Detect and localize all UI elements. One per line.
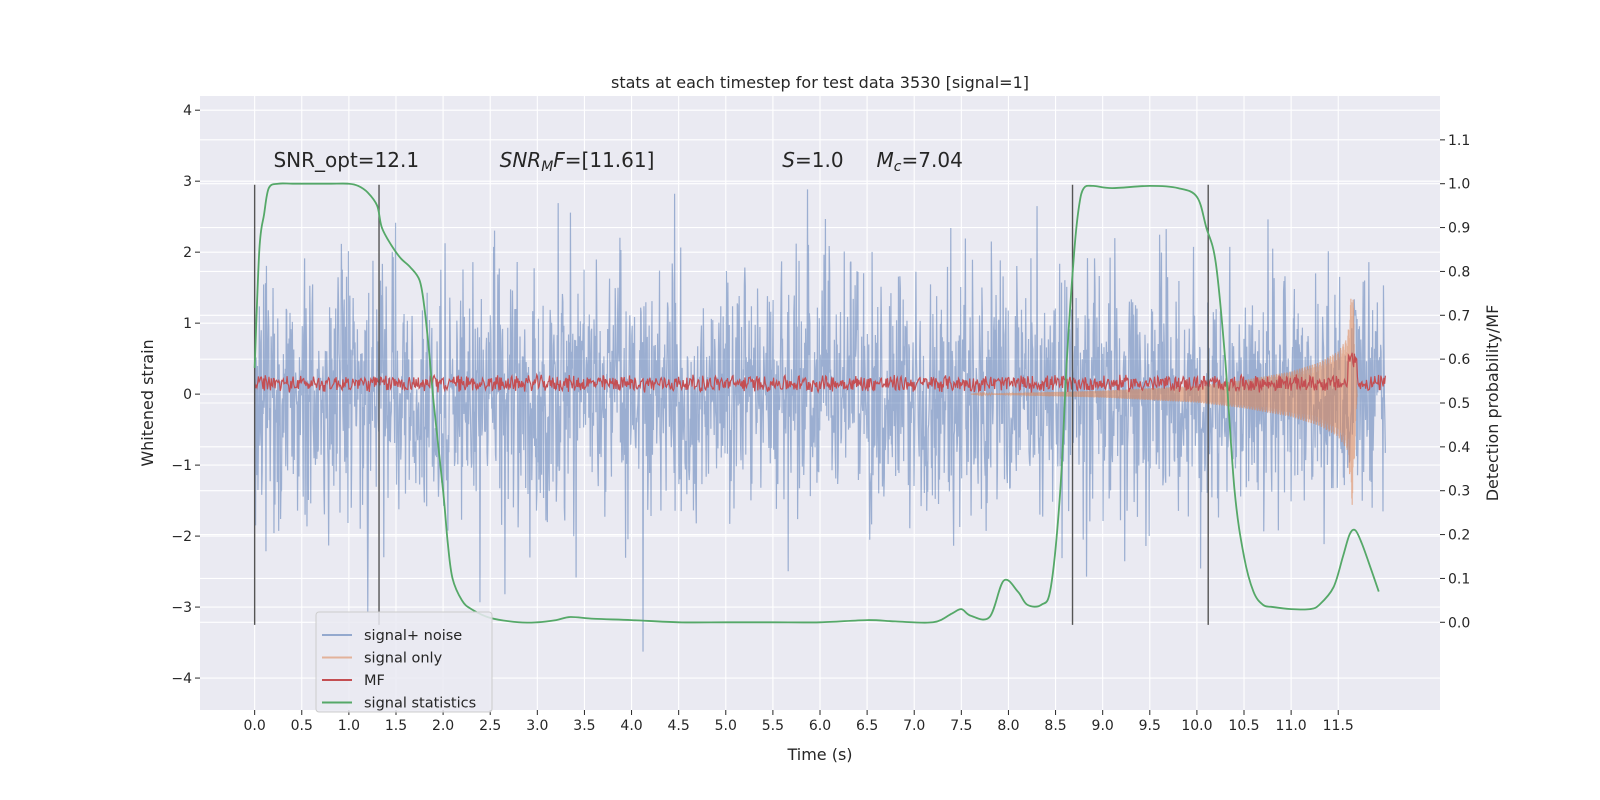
series-signal-only-line (970, 298, 1358, 505)
y2-tick-label: 0.8 (1448, 264, 1470, 280)
x-tick-label: 1.5 (385, 718, 407, 734)
y2-tick-label: 0.5 (1448, 396, 1470, 412)
x-tick-label: 8.5 (1044, 718, 1066, 734)
annotation-part: c (894, 159, 902, 175)
x-tick-label: 9.5 (1139, 718, 1161, 734)
x-tick-label: 0.5 (291, 718, 313, 734)
legend: signal+ noise signal only MF signal statist… (315, 611, 493, 713)
legend-entry: signal+ noise (364, 628, 462, 644)
y-tick-label: −4 (171, 671, 192, 687)
x-tick-label: 9.0 (1092, 718, 1114, 734)
y-tick-label: −2 (171, 529, 192, 545)
annotation-part: =[11.61] (565, 148, 655, 172)
x-tick-label: 4.5 (668, 718, 690, 734)
y-tick-label: 2 (183, 245, 192, 261)
x-tick-label: 10.5 (1228, 718, 1259, 734)
y2-tick-label: 0.7 (1448, 308, 1470, 324)
x-tick-label: 0.0 (244, 718, 266, 734)
y2-tick-label: 0.1 (1448, 571, 1470, 587)
x-tick-label: 10.0 (1181, 718, 1212, 734)
chart-title: stats at each timestep for test data 353… (611, 73, 1029, 92)
ticks: 0.0 0.5 1.0 1.5 2.0 2.5 3.0 3.5 4.0 4.5 5.0 5.5 6.0 6… (171, 103, 1470, 734)
annotation: SNRMF=[11.61] (500, 148, 655, 175)
x-axis-label: Time (s) (786, 745, 852, 764)
annotation-part: =7.04 (902, 148, 963, 172)
series-mf-line (254, 352, 1386, 394)
y2-axis-label: Detection probability/MF (1483, 305, 1502, 502)
annotation-part: S (782, 148, 795, 172)
x-tick-label: 6.0 (809, 718, 831, 734)
x-tick-label: 2.5 (479, 718, 501, 734)
x-tick-label: 1.0 (338, 718, 360, 734)
y-axis-label: Whitened strain (138, 339, 157, 466)
y-tick-label: 1 (183, 316, 192, 332)
y2-tick-label: 0.2 (1448, 528, 1470, 544)
x-tick-label: 4.0 (620, 718, 642, 734)
x-tick-label: 8.0 (997, 718, 1019, 734)
x-tick-label: 11.0 (1276, 718, 1307, 734)
y2-tick-label: 1.0 (1448, 177, 1470, 193)
y-tick-label: −1 (171, 458, 192, 474)
legend-entry: signal statistics (364, 696, 476, 712)
annotation: S=1.0 (782, 148, 843, 172)
x-tick-label: 7.5 (950, 718, 972, 734)
plot-lines (253, 182, 1386, 652)
annotation-part: =1.0 (795, 148, 844, 172)
legend-box (315, 611, 493, 713)
annotation-part: SNR_opt=12.1 (273, 148, 419, 172)
y-tick-label: 4 (183, 103, 192, 119)
x-tick-label: 5.0 (715, 718, 737, 734)
x-tick-label: 6.5 (856, 718, 878, 734)
annotations: SNR_opt=12.1 SNRMF=[11.61] S=1.0 Mc=7.04 (273, 148, 962, 175)
annotation-part: M (877, 148, 894, 172)
annotation: SNR_opt=12.1 (273, 148, 419, 172)
y-tick-label: −3 (171, 600, 192, 616)
series-signal-noise-line (254, 189, 1386, 652)
y2-tick-label: 0.0 (1448, 615, 1470, 631)
legend-entry: signal only (364, 651, 443, 667)
annotation-part: SNR (500, 148, 542, 172)
x-tick-label: 3.0 (526, 718, 548, 734)
y2-tick-label: 0.9 (1448, 221, 1470, 237)
series-signal-statistics-line (253, 182, 1380, 624)
x-tick-label: 11.5 (1323, 718, 1354, 734)
y2-tick-label: 0.6 (1448, 352, 1470, 368)
y-tick-label: 3 (183, 174, 192, 190)
x-tick-label: 2.0 (432, 718, 454, 734)
x-tick-label: 5.5 (762, 718, 784, 734)
y2-tick-label: 0.4 (1448, 440, 1470, 456)
y2-tick-label: 1.1 (1448, 133, 1470, 149)
y2-tick-label: 0.3 (1448, 484, 1470, 500)
y-tick-label: 0 (183, 387, 192, 403)
annotation-part: F (553, 148, 565, 172)
annotation-part: M (541, 159, 553, 175)
x-tick-label: 7.0 (903, 718, 925, 734)
legend-entry: MF (364, 673, 385, 689)
annotation: Mc=7.04 (877, 148, 963, 175)
x-tick-label: 3.5 (573, 718, 595, 734)
